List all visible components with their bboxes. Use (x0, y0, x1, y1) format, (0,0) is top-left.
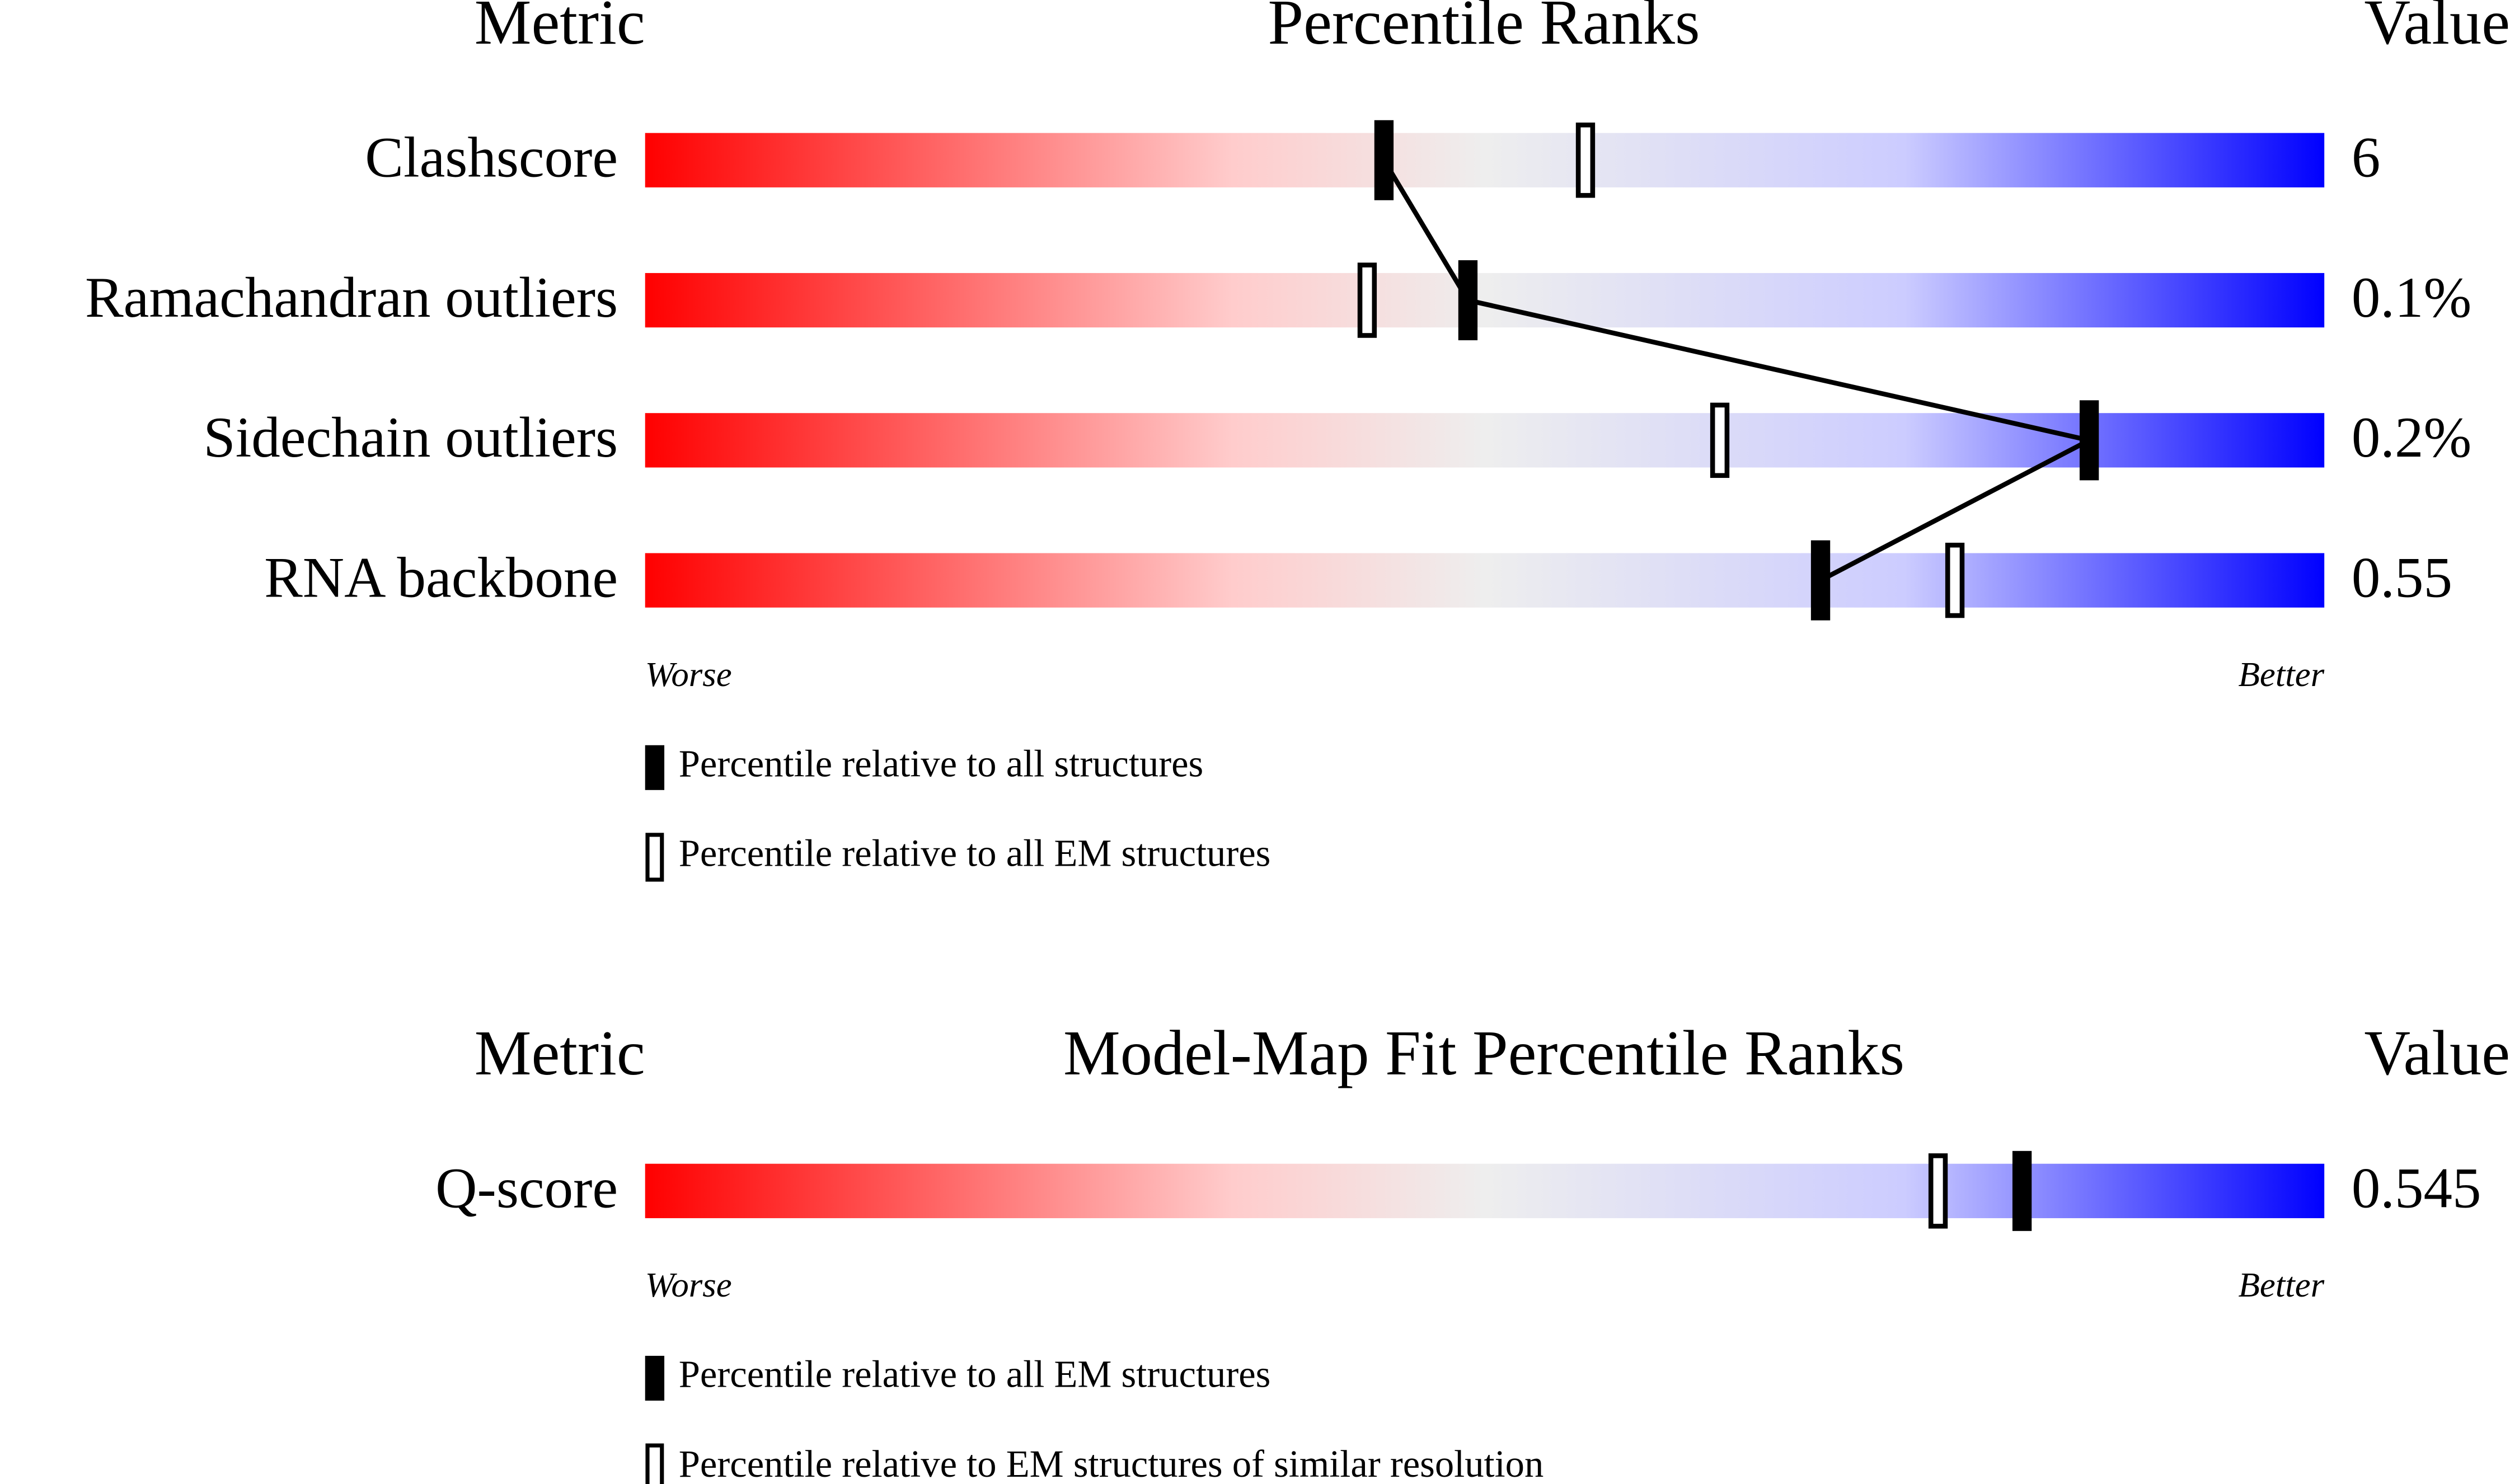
metric-header: Metric (475, 1017, 645, 1088)
connector-line (1382, 159, 2096, 583)
gradient-bar (645, 413, 2325, 468)
gradient-bar (645, 273, 2325, 328)
gradient-bar (645, 133, 2325, 187)
better-label: Better (2238, 655, 2324, 694)
chart-title: Percentile Ranks (1268, 0, 1700, 58)
metric-label: RNA backbone (264, 546, 618, 609)
metric-label: Ramachandran outliers (85, 266, 618, 330)
filled-marker (2079, 400, 2099, 481)
legend-label: Percentile relative to all structures (679, 743, 1204, 785)
legend-label: Percentile relative to EM structures of … (679, 1443, 1544, 1484)
legend-swatch (645, 1443, 664, 1484)
metric-value: 6 (2352, 126, 2380, 190)
worse-label: Worse (645, 655, 732, 694)
metric-value: 0.1% (2352, 266, 2472, 330)
open-marker (1945, 542, 1965, 618)
metric-value: 0.545 (2352, 1157, 2481, 1220)
legend-swatch (645, 745, 665, 790)
filled-marker (1458, 260, 1478, 341)
open-marker (1357, 262, 1377, 338)
gradient-bar (645, 553, 2325, 608)
open-marker (1710, 402, 1730, 478)
filled-marker (1374, 120, 1394, 200)
metric-label: Sidechain outliers (203, 406, 618, 469)
gradient-bar (645, 1163, 2325, 1218)
value-header: Value (2364, 1017, 2510, 1088)
legend-label: Percentile relative to all EM structures (679, 1353, 1271, 1396)
open-marker (1928, 1153, 1948, 1229)
legend-swatch (645, 1355, 665, 1401)
legend-label: Percentile relative to all EM structures (679, 832, 1271, 875)
metric-label: Q-score (435, 1157, 618, 1220)
value-header: Value (2364, 0, 2510, 58)
metric-value: 0.55 (2352, 546, 2452, 609)
better-label: Better (2238, 1265, 2324, 1304)
chart-title: Model-Map Fit Percentile Ranks (1063, 1017, 1904, 1088)
worse-label: Worse (645, 1265, 732, 1304)
open-marker (1575, 123, 1596, 198)
metric-header: Metric (475, 0, 645, 58)
metric-label: Clashscore (365, 126, 618, 190)
filled-marker (2012, 1150, 2032, 1231)
legend-swatch (645, 833, 664, 882)
filled-marker (1810, 540, 1831, 621)
metric-value: 0.2% (2352, 406, 2472, 469)
